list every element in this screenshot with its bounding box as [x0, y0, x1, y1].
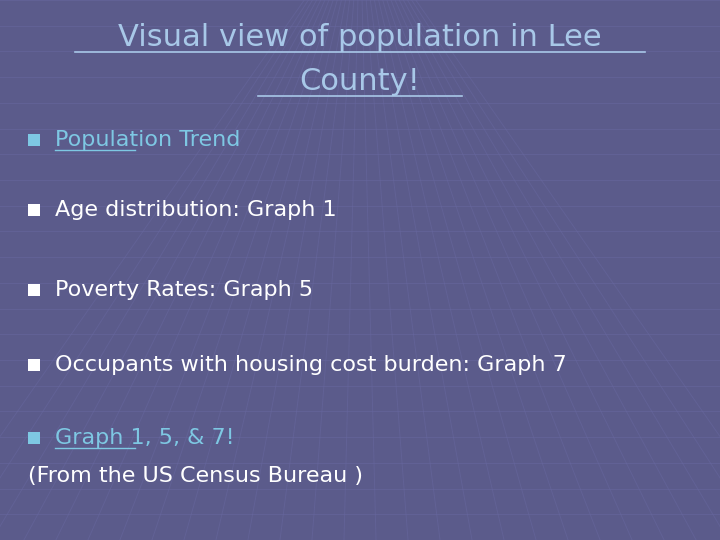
Bar	[28, 134, 40, 146]
Text: Graph 1, 5, & 7!: Graph 1, 5, & 7!	[55, 428, 235, 448]
Bar	[28, 432, 40, 444]
Text: Age distribution: Graph 1: Age distribution: Graph 1	[55, 200, 337, 220]
Text: Population Trend: Population Trend	[55, 130, 240, 150]
Text: Occupants with housing cost burden: Graph 7: Occupants with housing cost burden: Grap…	[55, 355, 567, 375]
Bar	[28, 204, 40, 216]
Text: Visual view of population in Lee: Visual view of population in Lee	[118, 24, 602, 52]
Text: County!: County!	[300, 68, 420, 97]
Text: Poverty Rates: Graph 5: Poverty Rates: Graph 5	[55, 280, 313, 300]
Bar	[28, 284, 40, 296]
Text: (From the US Census Bureau ): (From the US Census Bureau )	[28, 466, 363, 486]
Bar	[28, 359, 40, 371]
